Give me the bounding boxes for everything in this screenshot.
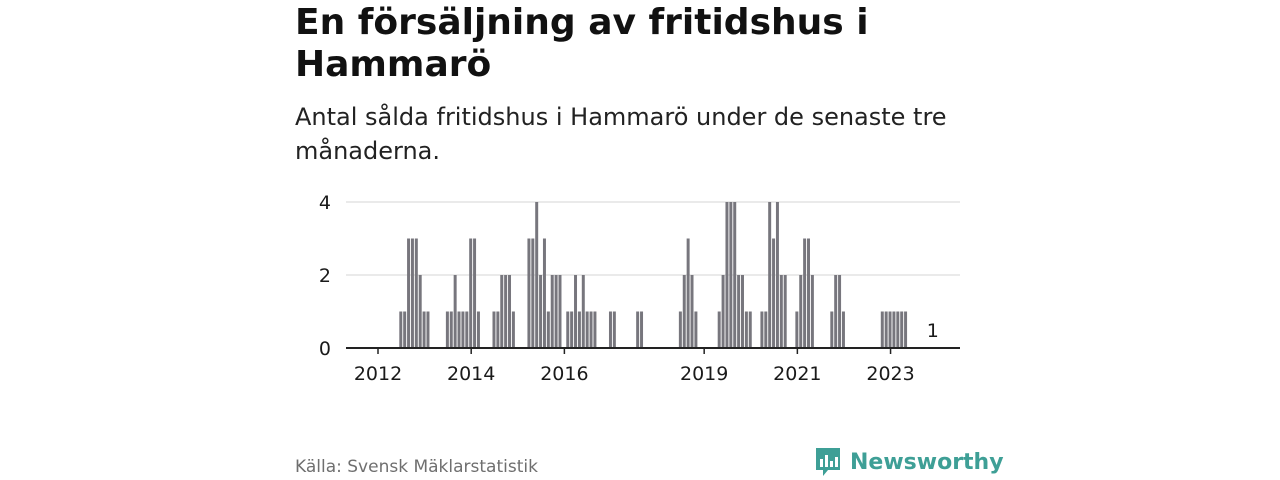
bar: [449, 311, 453, 348]
bar: [453, 275, 457, 348]
bar: [554, 275, 558, 348]
bar: [612, 311, 616, 348]
bar: [445, 311, 449, 348]
bar: [577, 311, 581, 348]
bar: [403, 311, 407, 348]
bar: [496, 311, 500, 348]
bar: [810, 275, 814, 348]
bar: [508, 275, 512, 348]
bar: [511, 311, 515, 348]
bar: [500, 275, 504, 348]
bar: [729, 202, 733, 348]
bar: [492, 311, 496, 348]
bar: [682, 275, 686, 348]
bar: [546, 311, 550, 348]
bar: [407, 238, 411, 348]
bar: [896, 311, 900, 348]
bar: [542, 238, 546, 348]
bar: [841, 311, 845, 348]
bar: [566, 311, 570, 348]
data-label: 1: [927, 320, 939, 342]
bar: [531, 238, 535, 348]
y-tick-label: 0: [319, 338, 331, 360]
x-tick-label: 2021: [773, 363, 821, 385]
newsworthy-logo-icon: [816, 448, 840, 476]
bar: [678, 311, 682, 348]
bar: [550, 275, 554, 348]
bar: [803, 238, 807, 348]
bar: [888, 311, 892, 348]
bar: [457, 311, 461, 348]
bar: [422, 311, 426, 348]
bar: [737, 275, 741, 348]
bar: [414, 238, 418, 348]
bar: [741, 275, 744, 348]
bar: [830, 311, 834, 348]
bar-chart: 0 2 4 1 2012 2014 2016 2019 2021 2023: [319, 192, 960, 385]
bar: [418, 275, 422, 348]
x-tick-label: 2012: [354, 363, 402, 385]
bar: [426, 311, 430, 348]
bar: [721, 275, 725, 348]
bar: [476, 311, 480, 348]
bar: [807, 238, 810, 348]
bar: [589, 311, 593, 348]
bar: [772, 238, 776, 348]
bar: [690, 275, 694, 348]
chart-title: En försäljning av fritidshus i Hammarö: [295, 2, 869, 85]
bar: [783, 275, 787, 348]
bar: [410, 238, 414, 348]
bar: [581, 275, 585, 348]
bar: [892, 311, 896, 348]
source-note: Källa: Svensk Mäklarstatistik: [295, 457, 538, 477]
bar: [504, 275, 508, 348]
bar: [527, 238, 531, 348]
bar: [779, 275, 783, 348]
bar: [775, 202, 779, 348]
brand-logo: Newsworthy: [814, 446, 1004, 478]
x-tick-label: 2023: [866, 363, 914, 385]
x-tick-label: 2016: [540, 363, 588, 385]
bar: [461, 311, 465, 348]
bar: [686, 238, 690, 348]
bar: [558, 275, 562, 348]
bar: [539, 275, 543, 348]
bar: [733, 202, 737, 348]
bar: [469, 238, 473, 348]
bar: [760, 311, 764, 348]
bar: [799, 275, 803, 348]
bar: [748, 311, 752, 348]
bar: [399, 311, 403, 348]
brand-name: Newsworthy: [850, 449, 1004, 475]
x-tick-label: 2019: [680, 363, 728, 385]
y-tick-label: 2: [319, 265, 331, 287]
bar: [834, 275, 838, 348]
bar: [473, 238, 477, 348]
chart-subtitle: Antal sålda fritidshus i Hammarö under d…: [295, 103, 947, 165]
bar: [725, 202, 729, 348]
bar: [838, 275, 842, 348]
bar: [585, 311, 589, 348]
bar: [570, 311, 574, 348]
bar: [744, 311, 748, 348]
bar: [900, 311, 904, 348]
bar: [593, 311, 597, 348]
bar: [884, 311, 888, 348]
bar: [574, 275, 578, 348]
bar: [717, 311, 721, 348]
y-tick-label: 4: [319, 192, 331, 214]
bar: [880, 311, 884, 348]
bar: [795, 311, 799, 348]
bar: [768, 202, 772, 348]
bar: [465, 311, 469, 348]
bar: [764, 311, 768, 348]
bar: [904, 311, 908, 348]
x-tick-label: 2014: [447, 363, 495, 385]
bar: [640, 311, 644, 348]
bar: [636, 311, 640, 348]
bar: [608, 311, 612, 348]
bar: [694, 311, 698, 348]
bar: [535, 202, 539, 348]
